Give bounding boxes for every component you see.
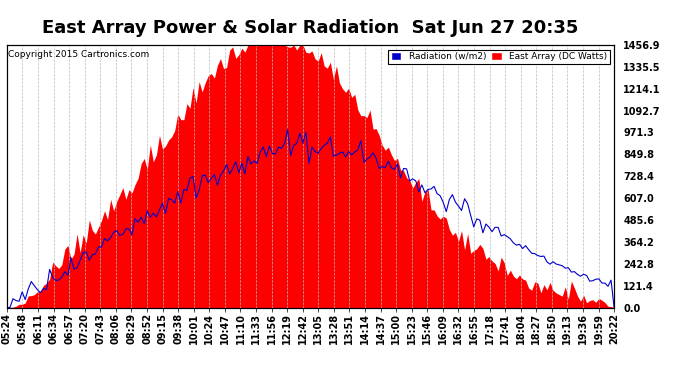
Text: East Array Power & Solar Radiation  Sat Jun 27 20:35: East Array Power & Solar Radiation Sat J… bbox=[42, 19, 579, 37]
Legend: Radiation (w/m2), East Array (DC Watts): Radiation (w/m2), East Array (DC Watts) bbox=[388, 50, 609, 64]
Text: Copyright 2015 Cartronics.com: Copyright 2015 Cartronics.com bbox=[8, 50, 149, 59]
